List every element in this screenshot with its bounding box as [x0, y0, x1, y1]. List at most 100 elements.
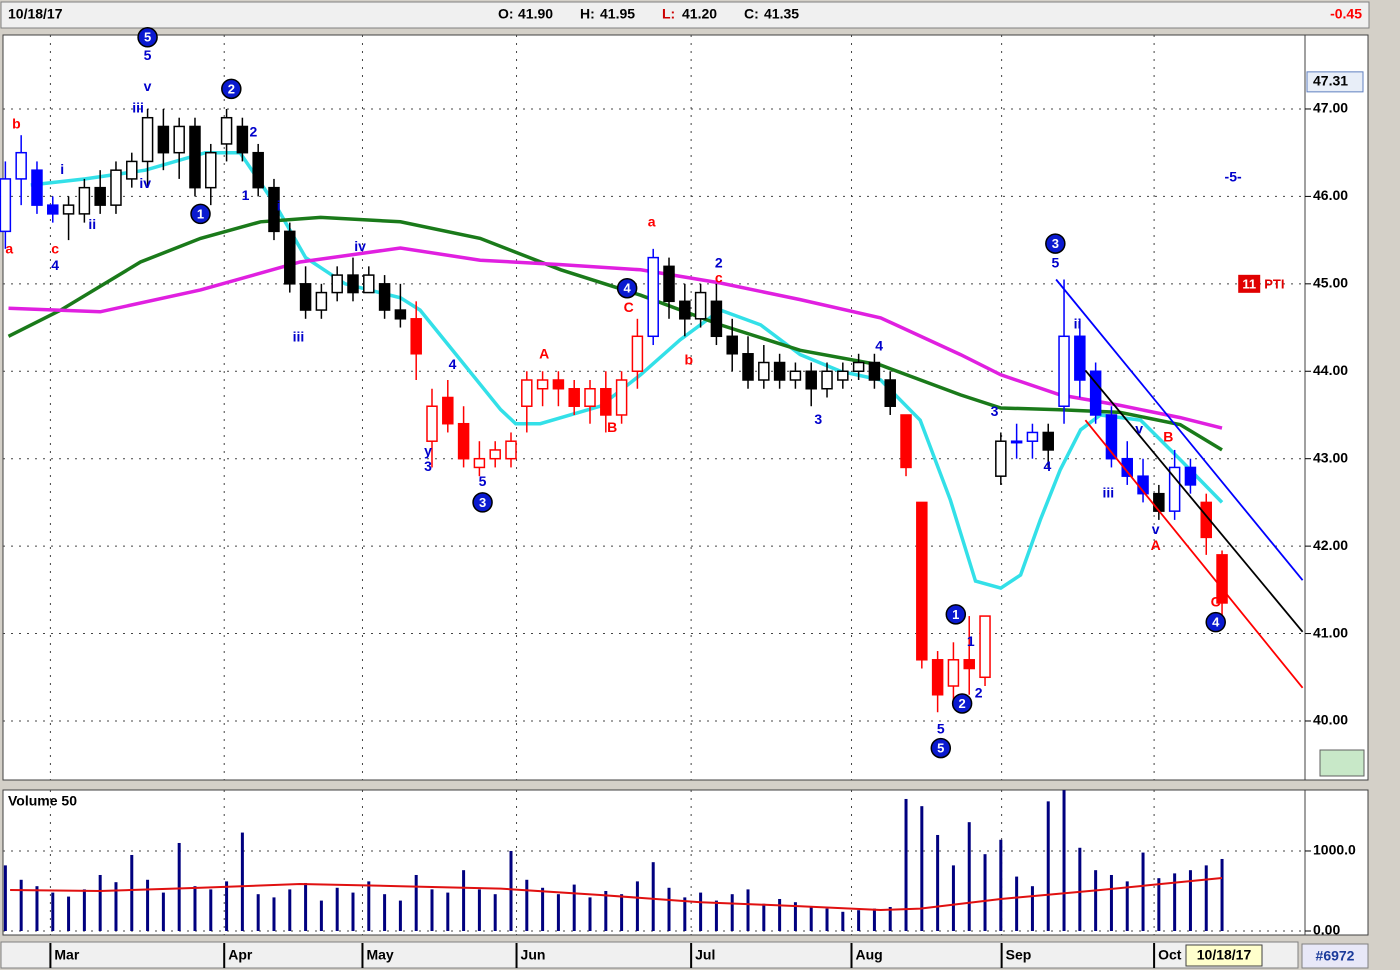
volume-bar [888, 906, 892, 931]
candle-body [1105, 414, 1118, 460]
x-tick-label: Aug [856, 947, 883, 963]
wave-label: A [539, 345, 549, 361]
volume-bar [1062, 790, 1066, 931]
wave-label: 5 [937, 741, 944, 756]
id-text: #6972 [1316, 948, 1355, 964]
wave-circle [930, 737, 952, 759]
wave-label: 4 [624, 281, 632, 296]
candle-body [552, 379, 565, 390]
volume-bar [161, 892, 165, 931]
candle-body [1200, 501, 1212, 539]
x-tick-label: Jul [695, 947, 715, 963]
volume-bar [999, 839, 1003, 931]
volume-bar [525, 879, 529, 931]
wave-label: iv [354, 238, 366, 254]
volume-title: Volume 50 [8, 793, 77, 809]
price-marker-box [1306, 71, 1364, 93]
price-marker-label: 47.31 [1313, 73, 1348, 89]
moving-average-line [8, 246, 1223, 430]
volume-bar [730, 894, 734, 931]
x-tick-label: Apr [228, 947, 253, 963]
candle-body [331, 274, 343, 294]
volume-bar [383, 894, 387, 931]
candle-body [521, 379, 533, 407]
wave-label: 4 [1044, 458, 1052, 474]
volume-bar [872, 908, 876, 931]
wave-label: 3 [814, 411, 822, 427]
candle-body [15, 151, 27, 180]
wave-circle [616, 277, 638, 299]
wave-label: 3 [424, 458, 432, 474]
volume-bar [51, 892, 55, 931]
candle-body [442, 396, 454, 425]
date-axis-bar [0, 941, 1299, 969]
trendline [1055, 278, 1304, 581]
volume-bar [667, 887, 671, 931]
volume-bar [604, 890, 608, 931]
candle-body [1042, 431, 1054, 451]
candle-body [679, 300, 691, 320]
y-tick-label: 42.00 [1313, 537, 1348, 553]
volume-bar [1141, 852, 1145, 931]
wave-label: i [277, 198, 281, 214]
close-label: C: [744, 6, 759, 22]
candle-body [663, 265, 675, 303]
wave-label: 4 [51, 257, 59, 273]
candle-body [31, 169, 43, 206]
candle-body [410, 318, 422, 355]
candle-body [900, 414, 912, 469]
wave-label: b [12, 115, 21, 131]
wave-label: ii [1074, 316, 1082, 332]
wave-circle [1205, 611, 1226, 633]
volume-bar [19, 879, 23, 931]
candle-body [1074, 335, 1086, 381]
candle-body [489, 449, 501, 460]
candle-body [868, 361, 881, 381]
candle-body [916, 501, 928, 661]
volume-bar [762, 903, 766, 931]
candle-body [852, 361, 865, 373]
volume-bar [920, 806, 924, 931]
candle-body [536, 379, 549, 390]
volume-bar [177, 842, 181, 931]
volume-bar [256, 894, 260, 931]
volume-bar [1188, 870, 1192, 931]
volume-bar [746, 889, 750, 931]
volume-bar [841, 911, 845, 931]
wave-label: B [1163, 428, 1173, 444]
candle-body [378, 283, 391, 311]
wave-circle [472, 492, 493, 513]
volume-bar [825, 908, 829, 931]
wave-circle [945, 604, 967, 625]
open-value: 41.90 [518, 6, 553, 22]
wave-label: 5 [1051, 254, 1059, 270]
candle-body [110, 169, 122, 206]
date-box-text: 10/18/17 [1197, 947, 1252, 963]
wave-circle [137, 27, 158, 48]
y-tick-label: 45.00 [1313, 275, 1348, 291]
volume-bar [635, 881, 639, 931]
candle-body [789, 370, 802, 381]
toolbar-icon[interactable] [1319, 749, 1365, 777]
volume-bar [1173, 873, 1177, 931]
volume-bar [1109, 874, 1113, 931]
wave-label: 5 [144, 47, 152, 63]
volume-bar [462, 870, 466, 931]
wave-label: C [624, 299, 634, 315]
wave-label: y [424, 442, 432, 458]
volume-average-line [10, 877, 1223, 912]
volume-bar [130, 854, 134, 931]
volume-bar [446, 892, 450, 931]
wave-label: 2 [250, 123, 258, 139]
candle-body [631, 335, 644, 373]
candle-body [963, 659, 975, 670]
y-tick-label: 44.00 [1313, 362, 1348, 378]
volume-bar [541, 887, 545, 931]
wave-label: 4 [875, 337, 883, 353]
candle-body [363, 274, 375, 294]
volume-bar [683, 897, 687, 931]
wave-label: 2 [715, 254, 723, 270]
header-date: 10/18/17 [8, 6, 63, 22]
y-tick-label: 41.00 [1313, 624, 1348, 640]
